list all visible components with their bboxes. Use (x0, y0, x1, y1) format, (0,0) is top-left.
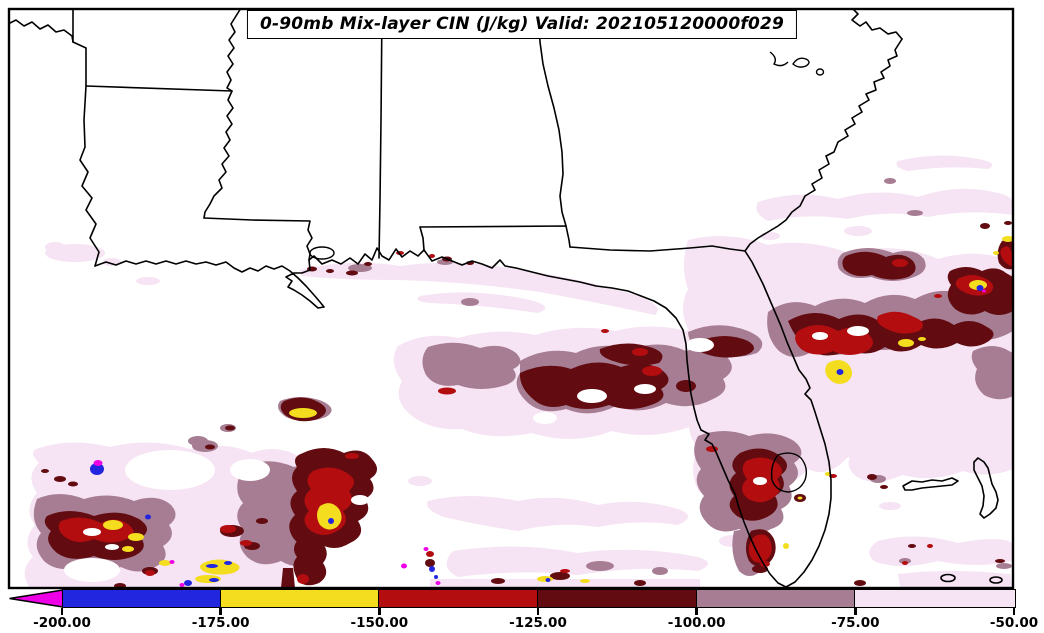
tx-ar-la-border (72, 41, 100, 267)
bimini-island (940, 573, 956, 583)
colorbar-underflow-arrow (9, 589, 64, 608)
colorbar-segment (854, 589, 1016, 608)
colorbar-tick-label: -50.00 (989, 615, 1039, 631)
contour-band-minus150-to-175 (103, 236, 1013, 583)
grand-bahama-island (902, 477, 959, 491)
al-ga-border (537, 9, 567, 227)
red-river-border (9, 19, 74, 43)
georgia-lake-1 (792, 57, 810, 68)
contour-band-below-minus200 (93, 289, 986, 587)
colorbar-segment (537, 589, 699, 608)
ar-la-border (85, 85, 233, 92)
colorbar-segment (219, 589, 382, 608)
colorbar-tick-label: -75.00 (831, 615, 880, 631)
colorbar-segment (695, 589, 858, 608)
louisiana-coastline (94, 259, 325, 309)
colorbar-segment (62, 589, 223, 608)
colorbar-tick (60, 608, 64, 615)
plot-title: 0-90mb Mix-layer CIN (J/kg) Valid: 20210… (246, 10, 798, 39)
contour-band-minus175-to-200 (90, 285, 984, 586)
contour-band-minus125-to-150 (58, 246, 1013, 584)
ga-sc-border (851, 9, 903, 40)
mississippi-river-border (203, 9, 242, 219)
colorbar-tick-label: -200.00 (33, 615, 91, 631)
colorbar-tick (1012, 608, 1016, 615)
colorbar-tick-label: -150.00 (350, 615, 409, 631)
atlantic-coastline (744, 38, 903, 252)
al-fl-border (419, 225, 571, 248)
georgia-river (769, 51, 789, 67)
colorbar-segment (378, 589, 540, 608)
map-frame (7, 7, 1015, 590)
contour-band-minus50-to-75 (24, 155, 1013, 587)
florida-coastline (308, 247, 832, 587)
fl-ga-border (569, 245, 746, 252)
colorbar-tick-label: -175.00 (191, 615, 250, 631)
colorbar: -200.00 -175.00 -150.00 -125.00 -100.00 -75.0… (8, 589, 1038, 633)
colorbar-tick (536, 608, 540, 615)
colorbar-tick (378, 608, 381, 615)
state-borders-and-coastlines (9, 9, 1003, 587)
georgia-lake-2 (815, 68, 825, 76)
colorbar-tick (854, 608, 857, 615)
abaco-island (973, 457, 999, 519)
small-island (989, 576, 1003, 584)
colorbar-tick (695, 608, 698, 615)
lake-okeechobee (770, 452, 808, 493)
colorbar-tick (219, 608, 222, 615)
contour-holes (64, 326, 869, 582)
la-ms-border (203, 217, 313, 261)
lake-outlines (309, 51, 825, 493)
perdido-river (419, 226, 425, 251)
colorbar-tick-label: -125.00 (509, 615, 567, 631)
ms-al-border (378, 9, 383, 259)
colorbar-tick-label: -100.00 (667, 615, 726, 631)
